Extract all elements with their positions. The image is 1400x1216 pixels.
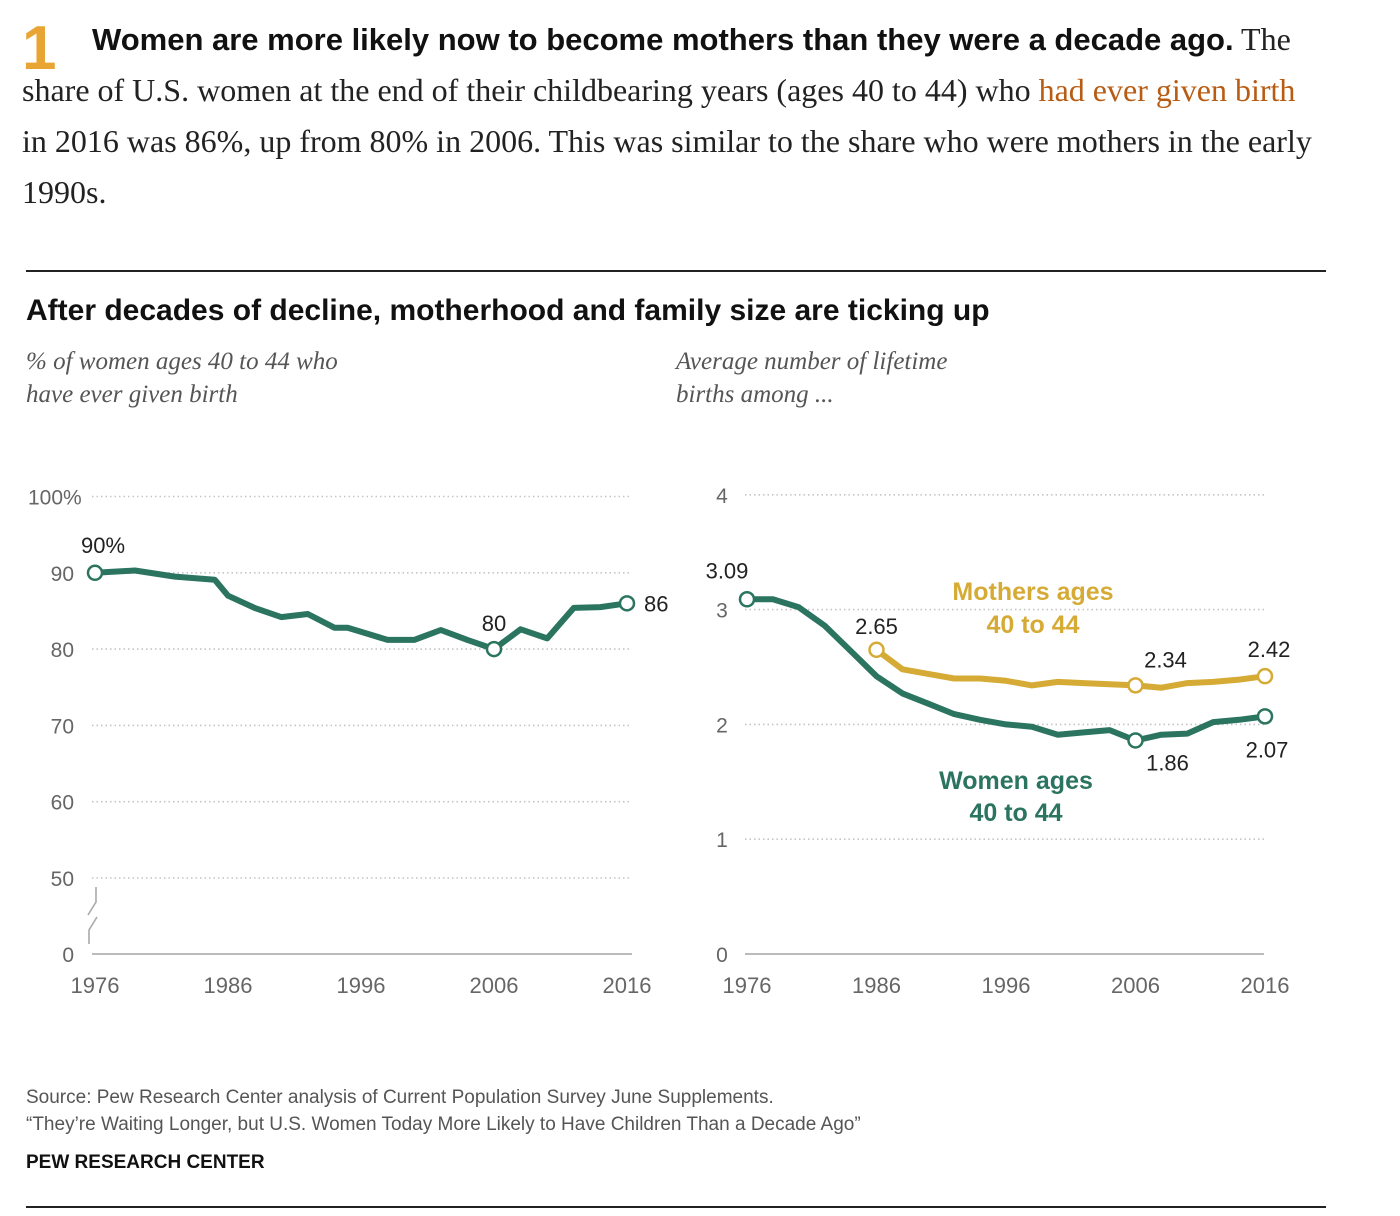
left-subtitle-line-2: have ever given birth	[26, 381, 238, 408]
bottom-divider	[26, 1206, 1326, 1208]
data-label: 2.65	[855, 614, 898, 639]
data-point-marker	[738, 591, 756, 608]
series-line-women	[744, 596, 1268, 744]
series-line-mothers	[873, 646, 1268, 691]
series-label-mothers: 40 to 44	[986, 611, 1079, 639]
x-tick-label-left: 1996	[337, 973, 386, 998]
data-point-marker	[868, 641, 885, 659]
data-point-marker	[1256, 708, 1274, 725]
section-number: 1	[22, 14, 57, 83]
intro-link[interactable]: had ever given birth	[1038, 72, 1296, 108]
data-label: 86	[644, 591, 668, 616]
data-point-marker	[1127, 732, 1144, 749]
intro-lead: Women are more likely now to become moth…	[92, 22, 1234, 57]
x-tick-label-left: 1976	[71, 973, 120, 998]
data-point-marker	[1127, 677, 1144, 694]
source-note: Source: Pew Research Center analysis of …	[26, 1084, 861, 1138]
data-point-marker	[86, 564, 104, 582]
x-tick-label-left: 2006	[470, 973, 519, 998]
intro-text-end: in 2016 was 86%, up from 80% in 2006. Th…	[22, 123, 1312, 210]
data-label: 90%	[81, 533, 125, 558]
y-tick-label-left: 60	[51, 792, 74, 815]
x-tick-label-left: 2016	[603, 973, 652, 998]
data-label: 2.07	[1246, 737, 1289, 762]
data-label: 2.34	[1144, 647, 1187, 672]
y-tick-label-left: 0	[62, 944, 74, 967]
source-line-2: “They’re Waiting Longer, but U.S. Women …	[26, 1114, 861, 1135]
y-tick-label-right: 4	[716, 485, 728, 508]
series-label-mothers: Mothers ages	[952, 578, 1113, 606]
x-tick-label-right: 1986	[852, 973, 901, 998]
source-line-1: Source: Pew Research Center analysis of …	[26, 1087, 774, 1108]
axis-break-icon	[87, 887, 98, 944]
chart-title: After decades of decline, motherhood and…	[26, 294, 990, 327]
x-tick-label-right: 2006	[1111, 973, 1160, 998]
data-label: 2.42	[1248, 637, 1291, 662]
y-tick-label-left: 100%	[28, 487, 82, 510]
series-line-ever-given-birth	[92, 567, 630, 653]
brand-logo-text: PEW RESEARCH CENTER	[26, 1152, 265, 1173]
data-point-marker	[1256, 667, 1274, 685]
data-label: 3.09	[706, 558, 749, 583]
y-tick-label-right: 0	[716, 944, 728, 967]
series-label-women: Women ages	[939, 767, 1093, 795]
left-chart-subtitle: % of women ages 40 to 44 who have ever gi…	[26, 345, 338, 411]
x-tick-label-right: 2016	[1241, 973, 1290, 998]
right-subtitle-line-1: Average number of lifetime	[676, 348, 948, 375]
y-tick-label-right: 2	[716, 714, 728, 737]
x-tick-label-right: 1996	[982, 973, 1031, 998]
right-chart-subtitle: Average number of lifetime births among .…	[676, 345, 947, 411]
y-tick-label-left: 70	[51, 715, 74, 738]
x-tick-label-left: 1986	[204, 973, 253, 998]
data-point-marker	[618, 595, 636, 612]
x-tick-label-right: 1976	[723, 973, 772, 998]
y-tick-label-left: 80	[51, 639, 74, 662]
intro-text-start: The share of U.S. women at the end of th…	[22, 21, 1291, 108]
series-label-women: 40 to 44	[969, 799, 1062, 827]
data-label: 80	[482, 611, 506, 636]
y-tick-label-left: 90	[51, 563, 74, 586]
y-tick-label-left: 50	[51, 868, 74, 891]
left-subtitle-line-1: % of women ages 40 to 44 who	[26, 348, 338, 375]
intro-paragraph: Women are more likely now to become moth…	[22, 14, 1312, 218]
data-label: 1.86	[1146, 750, 1189, 775]
right-subtitle-line-2: births among ...	[676, 381, 834, 408]
data-point-marker	[485, 640, 503, 658]
y-tick-label-right: 1	[716, 829, 728, 852]
y-tick-label-right: 3	[716, 600, 728, 623]
top-divider	[26, 270, 1326, 272]
